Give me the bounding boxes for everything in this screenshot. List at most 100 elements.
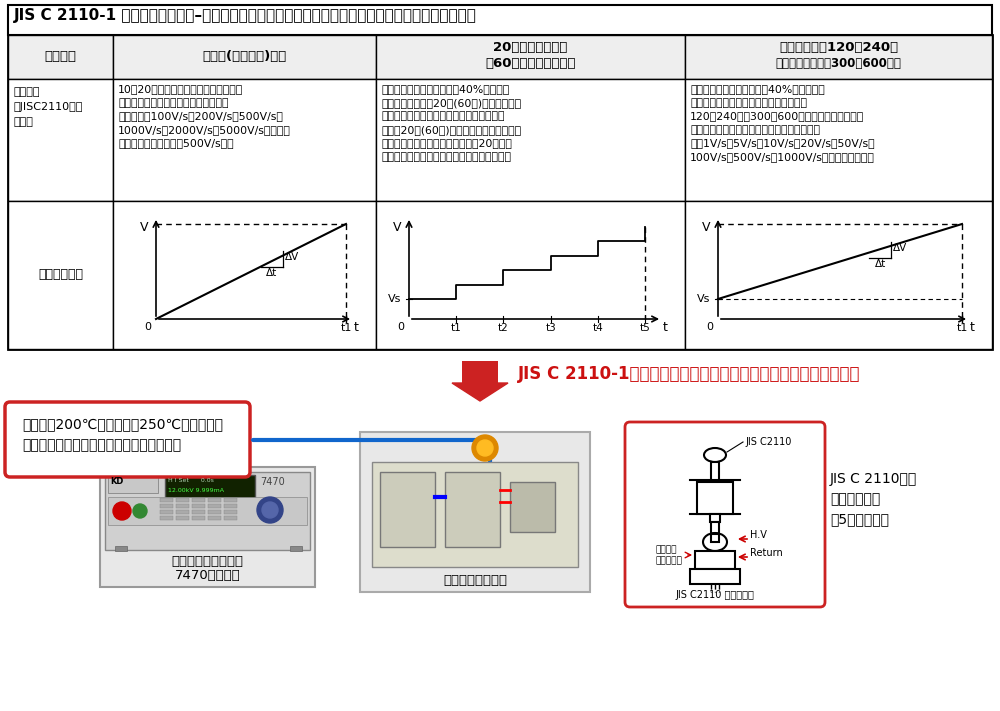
Bar bbox=[165, 475, 255, 505]
Text: 予想される絶縁破壊電圧の40%電圧から一
定速度で昇圧する試験です。昇圧開始後
120〜240秒（300〜600秒）の間に絶縁破壊が
起こるように昇圧速度を選択: 予想される絶縁破壊電圧の40%電圧から一 定速度で昇圧する試験です。昇圧開始後 … bbox=[690, 84, 875, 162]
Bar bbox=[192, 516, 205, 520]
Text: 試験方法: 試験方法 bbox=[44, 50, 76, 63]
Text: 低速昇圧試験120〜240秒: 低速昇圧試験120〜240秒 bbox=[779, 41, 898, 54]
Text: t1: t1 bbox=[956, 323, 968, 333]
Bar bbox=[8, 35, 992, 349]
Text: Return: Return bbox=[750, 548, 783, 558]
Bar bbox=[695, 551, 735, 569]
Text: （超低速昇圧試験300〜600秒）: （超低速昇圧試験300〜600秒） bbox=[776, 57, 901, 70]
Bar bbox=[160, 516, 173, 520]
Text: 7470シリーズ: 7470シリーズ bbox=[175, 569, 240, 582]
Text: JIS C 2110規定: JIS C 2110規定 bbox=[830, 472, 917, 486]
Bar bbox=[445, 472, 500, 547]
Bar bbox=[290, 546, 302, 551]
Bar bbox=[8, 35, 113, 79]
Bar bbox=[690, 569, 740, 584]
Bar bbox=[105, 472, 310, 550]
Bar bbox=[176, 498, 189, 502]
Text: t2: t2 bbox=[498, 323, 509, 333]
FancyBboxPatch shape bbox=[625, 422, 825, 607]
Text: JIS C 2110-1試験器をパッケージ化。悩まずに試験器導入可能！: JIS C 2110-1試験器をパッケージ化。悩まずに試験器導入可能！ bbox=[518, 365, 860, 383]
Text: 短時間(急速昇圧)試験: 短時間(急速昇圧)試験 bbox=[202, 50, 287, 63]
Text: ΔV: ΔV bbox=[285, 252, 299, 262]
Text: V: V bbox=[393, 221, 401, 234]
Text: H.V: H.V bbox=[750, 530, 767, 540]
Bar bbox=[376, 201, 685, 349]
Ellipse shape bbox=[703, 533, 727, 551]
Bar bbox=[685, 35, 992, 79]
Bar bbox=[8, 201, 113, 349]
Text: t: t bbox=[663, 321, 667, 334]
Bar bbox=[192, 510, 205, 514]
Circle shape bbox=[257, 497, 283, 523]
Bar bbox=[224, 516, 237, 520]
Bar bbox=[176, 516, 189, 520]
Text: t4: t4 bbox=[592, 323, 603, 333]
Bar bbox=[380, 472, 435, 547]
Text: t5: t5 bbox=[640, 323, 650, 333]
Text: 7470: 7470 bbox=[260, 477, 285, 487]
Text: KD: KD bbox=[110, 477, 123, 486]
Text: 10〜20秒で絶縁破壊が起こるよう昇圧
速度を選択し電圧印加する試験です。
昇圧速度は100V/s、200V/s、500V/s、
1000V/s、2000V/s: 10〜20秒で絶縁破壊が起こるよう昇圧 速度を選択し電圧印加する試験です。 昇圧… bbox=[118, 84, 291, 149]
Text: 20秒段階昇圧試験: 20秒段階昇圧試験 bbox=[493, 41, 568, 54]
Text: V: V bbox=[702, 221, 710, 234]
Text: H I Set      0.0s: H I Set 0.0s bbox=[168, 478, 214, 483]
Text: デバイス
（供試物）: デバイス （供試物） bbox=[655, 545, 682, 565]
Circle shape bbox=[477, 440, 493, 456]
Bar bbox=[8, 5, 992, 35]
Text: t: t bbox=[970, 321, 974, 334]
Text: 油中電極治具装置: 油中電極治具装置 bbox=[443, 574, 507, 587]
Bar bbox=[376, 35, 685, 79]
Text: （60秒段階昇圧試験）: （60秒段階昇圧試験） bbox=[485, 57, 576, 70]
Bar bbox=[192, 504, 205, 508]
Text: ΔV: ΔV bbox=[893, 242, 908, 252]
Text: 超高電圧耐圧試験器: 超高電圧耐圧試験器 bbox=[172, 555, 244, 568]
Circle shape bbox=[113, 502, 131, 520]
Text: 試験内容
（JISC2110より
抜粋）: 試験内容 （JISC2110より 抜粋） bbox=[14, 87, 83, 127]
Text: JIS C 2110-1 固体電気絶縁材料–絶縁破壊の強さの試験方法（商用周波数交流電圧印加による試験）: JIS C 2110-1 固体電気絶縁材料–絶縁破壊の強さの試験方法（商用周波数… bbox=[14, 8, 477, 23]
Bar bbox=[208, 504, 221, 508]
Bar bbox=[8, 79, 113, 201]
Text: t: t bbox=[354, 321, 358, 334]
FancyBboxPatch shape bbox=[5, 402, 250, 477]
Bar bbox=[224, 504, 237, 508]
Bar bbox=[113, 201, 376, 349]
Bar bbox=[160, 504, 173, 508]
Bar bbox=[160, 498, 173, 502]
Bar bbox=[208, 516, 221, 520]
Text: Vs: Vs bbox=[697, 294, 711, 304]
Bar bbox=[208, 498, 221, 502]
Bar bbox=[376, 79, 685, 201]
Ellipse shape bbox=[704, 448, 726, 462]
Bar bbox=[710, 514, 720, 522]
Bar bbox=[224, 498, 237, 502]
Bar bbox=[208, 510, 221, 514]
Bar bbox=[176, 504, 189, 508]
Bar bbox=[160, 510, 173, 514]
Text: Vs: Vs bbox=[388, 294, 402, 304]
Bar bbox=[113, 35, 376, 79]
Polygon shape bbox=[452, 383, 508, 401]
Bar bbox=[360, 432, 590, 592]
Circle shape bbox=[472, 435, 498, 461]
Text: V: V bbox=[140, 221, 148, 234]
Bar bbox=[372, 462, 578, 567]
Text: Δt: Δt bbox=[266, 268, 277, 278]
Bar bbox=[711, 522, 719, 534]
Bar bbox=[711, 462, 719, 480]
Text: 0: 0 bbox=[398, 322, 404, 332]
Bar bbox=[697, 482, 733, 514]
Bar bbox=[100, 467, 315, 587]
Bar bbox=[462, 361, 498, 383]
Bar bbox=[224, 510, 237, 514]
Bar bbox=[192, 498, 205, 502]
Text: 予想される絶縁破壊電圧の40%電圧を印
加し、この電圧で20秒(60秒)加えても破壊
しなければ、規定の段階電圧に従い順次高
い電圧20秒(60秒)づつ加え破壊: 予想される絶縁破壊電圧の40%電圧を印 加し、この電圧で20秒(60秒)加えても… bbox=[381, 84, 521, 162]
Circle shape bbox=[262, 502, 278, 518]
Bar bbox=[108, 497, 307, 525]
Bar bbox=[108, 475, 158, 493]
Bar bbox=[176, 510, 189, 514]
Bar bbox=[685, 201, 992, 349]
Text: 0: 0 bbox=[144, 322, 152, 332]
Text: 計5種類準備。: 計5種類準備。 bbox=[830, 512, 889, 526]
Text: t1: t1 bbox=[451, 323, 462, 333]
